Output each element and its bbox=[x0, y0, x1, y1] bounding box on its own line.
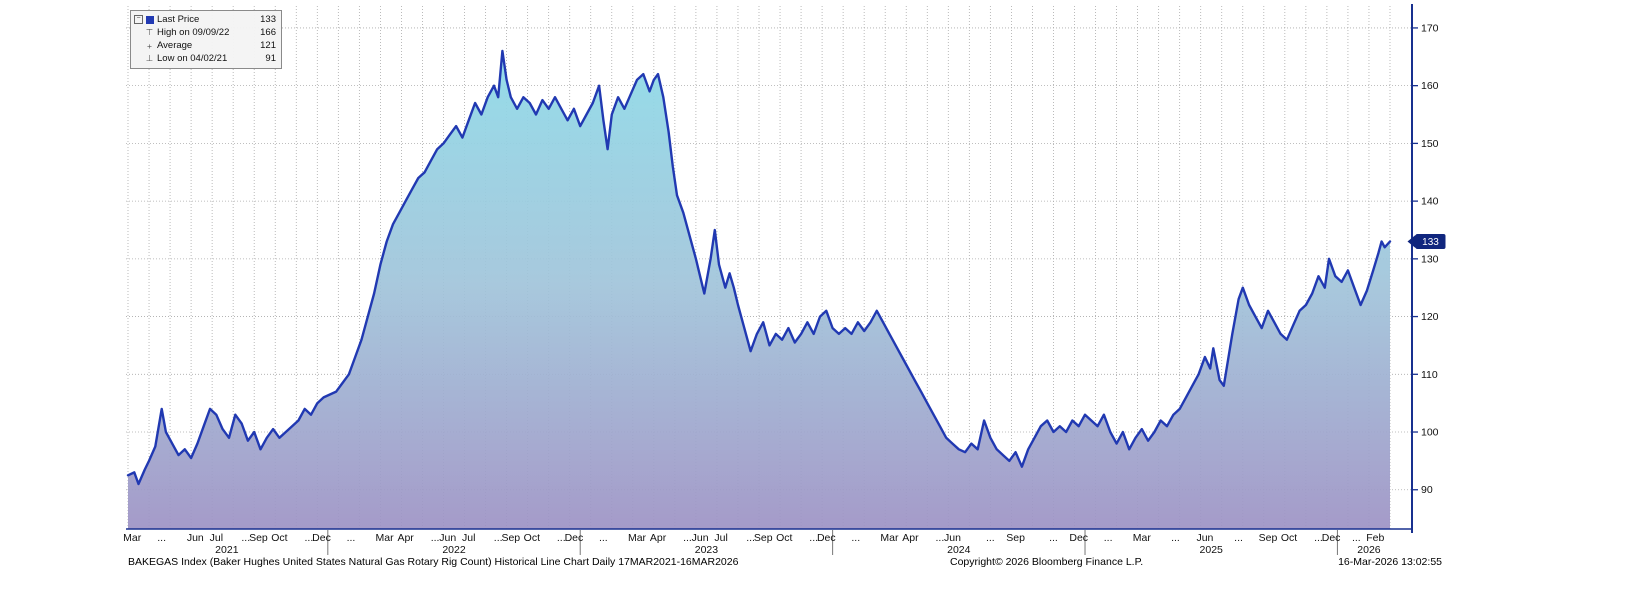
x-tick-month-label: Jun bbox=[439, 532, 456, 544]
x-tick-month-label: Apr bbox=[397, 532, 414, 544]
last-price-badge: 133 bbox=[1407, 234, 1446, 250]
x-tick-month-label: Mar bbox=[376, 532, 395, 544]
x-tick-month-label: Dec bbox=[565, 532, 584, 544]
legend-row-high-on-09-09-22[interactable]: ⊤ High on 09/09/22 166 bbox=[134, 26, 276, 39]
x-tick-month-label: ... bbox=[851, 532, 860, 544]
legend-value: 91 bbox=[265, 53, 276, 64]
x-tick-month-label: Jul bbox=[714, 532, 727, 544]
chart-title-footer: BAKEGAS Index (Baker Hughes United State… bbox=[128, 556, 739, 568]
x-tick-year-label: 2021 bbox=[215, 544, 239, 556]
x-tick-month-label: Sep bbox=[1259, 532, 1278, 544]
x-tick-month-label: Jun bbox=[692, 532, 709, 544]
average-marker-icon: + bbox=[147, 40, 152, 51]
x-tick-month-label: ... bbox=[809, 532, 818, 544]
x-tick-month-label: Oct bbox=[524, 532, 540, 544]
x-tick-month-label: ... bbox=[157, 532, 166, 544]
legend-label: Last Price bbox=[157, 14, 200, 25]
y-tick-label: 160 bbox=[1421, 80, 1439, 92]
high-marker-icon: ⊤ bbox=[145, 27, 154, 37]
x-tick-month-label: Feb bbox=[1366, 532, 1384, 544]
legend-row-low-on-04-02-21[interactable]: ⊥ Low on 04/02/21 91 bbox=[134, 52, 276, 65]
copyright-text: Copyright© 2026 Bloomberg Finance L.P. bbox=[950, 556, 1144, 568]
x-tick-month-label: Dec bbox=[312, 532, 331, 544]
x-tick-month-label: Mar bbox=[123, 532, 142, 544]
x-tick-month-label: ... bbox=[1352, 532, 1361, 544]
x-tick-month-label: Jun bbox=[1196, 532, 1213, 544]
y-tick-label: 130 bbox=[1421, 253, 1439, 265]
legend-row-average[interactable]: + Average 121 bbox=[134, 39, 276, 52]
x-tick-month-label: Jul bbox=[462, 532, 475, 544]
x-tick-month-label: Mar bbox=[1133, 532, 1152, 544]
x-tick-month-label: ... bbox=[1234, 532, 1243, 544]
x-tick-month-label: Apr bbox=[650, 532, 667, 544]
x-tick-year-label: 2023 bbox=[695, 544, 719, 556]
y-tick-label: 90 bbox=[1421, 484, 1433, 496]
x-tick-month-label: ... bbox=[557, 532, 566, 544]
x-tick-month-label: ... bbox=[683, 532, 692, 544]
x-tick-month-label: Mar bbox=[880, 532, 899, 544]
x-tick-month-label: Oct bbox=[1281, 532, 1297, 544]
x-tick-year-label: 2022 bbox=[442, 544, 466, 556]
x-tick-month-label: Apr bbox=[902, 532, 919, 544]
x-axis: Mar... Jun Jul ...Sep Oct ...Dec... Mar Apr... J… bbox=[123, 528, 1412, 556]
x-tick-month-label: ... bbox=[494, 532, 503, 544]
x-tick-month-label: Dec bbox=[1069, 532, 1088, 544]
x-tick-month-label: ... bbox=[986, 532, 995, 544]
legend-row-last-price[interactable]: − Last Price 133 bbox=[134, 13, 276, 26]
x-tick-year-label: 2026 bbox=[1357, 544, 1381, 556]
y-tick-label: 140 bbox=[1421, 196, 1439, 208]
y-tick-label: 120 bbox=[1421, 311, 1439, 323]
x-tick-month-label: Jul bbox=[210, 532, 223, 544]
x-tick-month-label: ... bbox=[347, 532, 356, 544]
legend-label: Average bbox=[157, 40, 193, 51]
x-tick-month-label: ... bbox=[305, 532, 314, 544]
x-tick-month-label: Dec bbox=[817, 532, 836, 544]
low-marker-icon: ⊥ bbox=[145, 53, 154, 63]
x-tick-month-label: ... bbox=[599, 532, 608, 544]
x-tick-month-label: ... bbox=[1049, 532, 1058, 544]
x-tick-year-label: 2024 bbox=[947, 544, 971, 556]
y-axis: 90 100 110 120 130 140 150 160 170 bbox=[1411, 4, 1439, 533]
x-tick-month-label: Sep bbox=[754, 532, 773, 544]
last-price-swatch-icon bbox=[146, 15, 154, 24]
x-tick-year-label: 2025 bbox=[1200, 544, 1224, 556]
area-fill bbox=[128, 51, 1390, 529]
x-tick-month-label: ... bbox=[241, 532, 250, 544]
x-tick-month-label: Oct bbox=[776, 532, 792, 544]
chart-legend: − Last Price 133 ⊤ High on 09/09/22 166 + Avera… bbox=[130, 10, 282, 69]
x-tick-month-label: ... bbox=[746, 532, 755, 544]
y-tick-label: 150 bbox=[1421, 138, 1439, 150]
x-tick-month-label: Oct bbox=[271, 532, 287, 544]
y-tick-label: 170 bbox=[1421, 22, 1439, 34]
legend-value: 166 bbox=[260, 27, 276, 38]
x-tick-month-label: Sep bbox=[249, 532, 268, 544]
x-tick-month-label: Mar bbox=[628, 532, 647, 544]
x-tick-month-label: Jun bbox=[944, 532, 961, 544]
last-price-badge-value: 133 bbox=[1422, 237, 1439, 248]
x-tick-month-label: Sep bbox=[1006, 532, 1025, 544]
x-tick-month-label: ... bbox=[936, 532, 945, 544]
y-tick-label: 110 bbox=[1421, 369, 1438, 381]
x-tick-month-label: Dec bbox=[1322, 532, 1341, 544]
legend-label: Low on 04/02/21 bbox=[157, 53, 228, 64]
legend-label: High on 09/09/22 bbox=[157, 27, 230, 38]
x-tick-month-label: ... bbox=[431, 532, 440, 544]
timestamp-text: 16-Mar-2026 13:02:55 bbox=[1338, 556, 1442, 568]
x-tick-month-label: ... bbox=[1171, 532, 1180, 544]
x-tick-month-label: Sep bbox=[501, 532, 520, 544]
collapse-icon[interactable]: − bbox=[134, 15, 143, 24]
y-tick-label: 100 bbox=[1421, 427, 1439, 439]
price-line bbox=[126, 49, 1392, 486]
legend-value: 133 bbox=[260, 14, 276, 25]
x-tick-month-label: ... bbox=[1314, 532, 1323, 544]
x-tick-month-label: ... bbox=[1104, 532, 1113, 544]
legend-value: 121 bbox=[260, 40, 276, 51]
x-tick-month-label: Jun bbox=[187, 532, 204, 544]
